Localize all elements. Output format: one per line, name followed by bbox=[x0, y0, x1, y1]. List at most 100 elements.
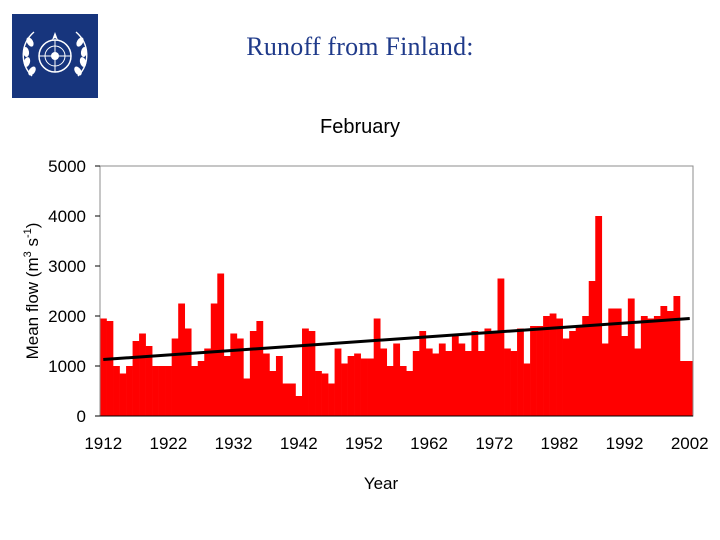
bar-1996 bbox=[647, 318, 655, 416]
x-tick-label-1962: 1962 bbox=[410, 434, 448, 453]
bar-1959 bbox=[406, 371, 414, 416]
y-tick-label-3000: 3000 bbox=[48, 257, 86, 276]
bar-1983 bbox=[562, 338, 570, 416]
bar-1922 bbox=[165, 366, 172, 416]
bar-1988 bbox=[595, 216, 603, 416]
x-tick-label-1992: 1992 bbox=[606, 434, 644, 453]
bar-1913 bbox=[106, 321, 114, 416]
bar-1950 bbox=[347, 356, 355, 416]
bar-1987 bbox=[588, 281, 596, 416]
y-tick-label-0: 0 bbox=[77, 407, 86, 426]
bar-1940 bbox=[282, 383, 290, 416]
bar-1973 bbox=[497, 278, 505, 416]
logo-box bbox=[12, 14, 98, 98]
y-tick-label-4000: 4000 bbox=[48, 207, 86, 226]
y-tick-label-5000: 5000 bbox=[48, 157, 86, 176]
bar-1982 bbox=[556, 318, 563, 416]
bar-1929 bbox=[210, 303, 218, 416]
bar-1967 bbox=[458, 343, 466, 416]
y-axis-label: Mean flow (m3 s-1) bbox=[22, 223, 42, 360]
bar-1935 bbox=[249, 331, 257, 416]
bar-1924 bbox=[178, 303, 186, 416]
bar-2000 bbox=[673, 296, 681, 416]
bar-1948 bbox=[334, 348, 342, 416]
bar-1985 bbox=[575, 326, 583, 416]
y-axis-label-mid: s bbox=[23, 238, 42, 251]
x-tick-label-1942: 1942 bbox=[280, 434, 318, 453]
bar-1932 bbox=[230, 333, 238, 416]
bar-1997 bbox=[653, 316, 661, 416]
bar-1962 bbox=[425, 348, 433, 416]
bar-1955 bbox=[380, 348, 388, 416]
bar-2002 bbox=[686, 361, 694, 416]
bar-1958 bbox=[399, 366, 407, 416]
bar-1969 bbox=[471, 331, 479, 416]
y-tick-label-2000: 2000 bbox=[48, 307, 86, 326]
bar-1946 bbox=[321, 373, 329, 416]
bar-1964 bbox=[438, 343, 446, 416]
bar-1927 bbox=[197, 361, 205, 416]
bar-1939 bbox=[275, 356, 283, 416]
bar-1961 bbox=[419, 331, 427, 416]
trend-line bbox=[103, 317, 690, 361]
bar-1992 bbox=[621, 336, 629, 416]
bar-1921 bbox=[158, 366, 166, 416]
y-axis-label-main: Mean flow (m bbox=[23, 257, 42, 359]
bar-1998 bbox=[660, 306, 668, 416]
y-axis-label-sup1: 3 bbox=[22, 251, 34, 257]
bar-1977 bbox=[523, 363, 531, 416]
bar-1956 bbox=[386, 366, 394, 416]
bar-1925 bbox=[184, 328, 192, 416]
bar-1926 bbox=[191, 366, 199, 416]
bar-1952 bbox=[360, 358, 368, 416]
bar-1934 bbox=[243, 378, 251, 416]
bar-1971 bbox=[484, 328, 492, 416]
bar-1968 bbox=[464, 351, 472, 416]
bar-1994 bbox=[634, 348, 642, 416]
x-tick-label-2002: 2002 bbox=[671, 434, 709, 453]
x-tick-label-1932: 1932 bbox=[215, 434, 253, 453]
x-axis-label: Year bbox=[364, 474, 399, 493]
bar-1980 bbox=[543, 316, 550, 416]
bar-1949 bbox=[341, 363, 348, 416]
y-axis-label-sup2: -1 bbox=[22, 228, 34, 238]
x-tick-label-1912: 1912 bbox=[84, 434, 122, 453]
bar-1981 bbox=[549, 313, 557, 416]
bar-1951 bbox=[354, 353, 361, 416]
bar-1975 bbox=[510, 351, 518, 416]
bar-1954 bbox=[373, 318, 381, 416]
y-axis-ticks: 0 1000 2000 3000 4000 5000 bbox=[48, 157, 100, 426]
bar-1960 bbox=[412, 351, 420, 416]
bar-1986 bbox=[582, 316, 590, 416]
bar-1999 bbox=[666, 311, 674, 416]
bar-1930 bbox=[217, 273, 225, 416]
bar-1965 bbox=[445, 351, 453, 416]
bar-1945 bbox=[315, 371, 322, 416]
bar-1923 bbox=[171, 338, 179, 416]
bar-1957 bbox=[393, 343, 401, 416]
bar-1938 bbox=[269, 371, 277, 416]
bar-1936 bbox=[256, 321, 264, 416]
bar-1942 bbox=[295, 396, 303, 416]
bar-1970 bbox=[477, 351, 485, 416]
bar-2001 bbox=[679, 361, 687, 416]
bar-1937 bbox=[262, 353, 270, 416]
bar-1928 bbox=[204, 348, 212, 416]
bar-1993 bbox=[627, 298, 635, 416]
bar-1917 bbox=[132, 341, 140, 416]
x-axis-ticks: 1912 1922 1932 1942 1952 1962 1972 1982 1992 2002 bbox=[84, 434, 708, 453]
bar-1995 bbox=[640, 316, 648, 416]
bar-1919 bbox=[145, 346, 153, 416]
y-axis-label-end: ) bbox=[23, 223, 42, 229]
trend-layer bbox=[103, 317, 690, 361]
x-tick-label-1982: 1982 bbox=[540, 434, 578, 453]
bar-1953 bbox=[367, 358, 374, 416]
bar-1941 bbox=[288, 383, 296, 416]
bar-1914 bbox=[113, 366, 120, 416]
chart-title: February bbox=[320, 116, 400, 138]
bar-1916 bbox=[126, 366, 133, 416]
bars bbox=[100, 216, 694, 416]
bar-1920 bbox=[152, 366, 159, 416]
bar-1976 bbox=[517, 328, 524, 416]
